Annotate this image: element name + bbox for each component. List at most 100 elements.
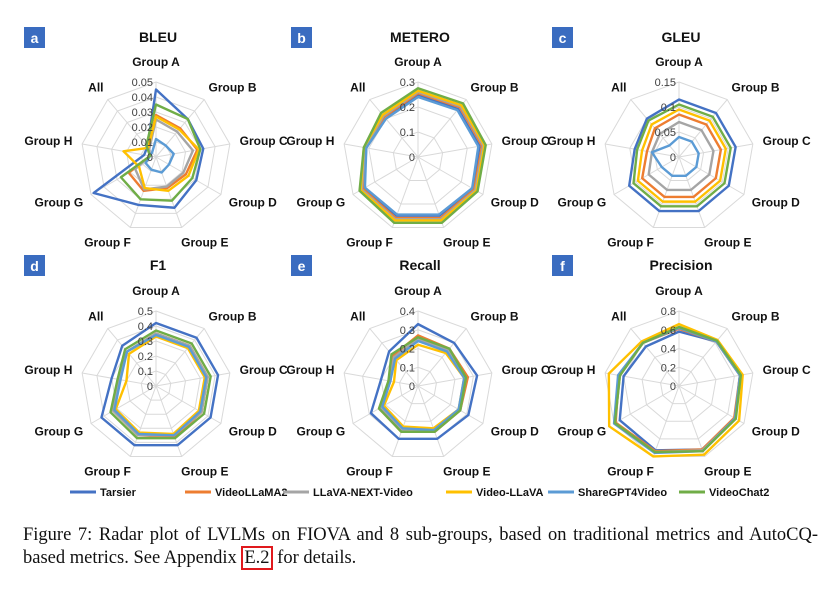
radar-chart-bleu: a BLEU 0 0.01 0.02 0.03 0.04 0.05 Group A Group B… <box>24 27 288 250</box>
axis-label: Group B <box>470 80 518 94</box>
chart-legend: Tarsier VideoLLaMA2 LLaVA-NEXT-Video Video-… <box>70 487 769 499</box>
axis-label: Group F <box>607 465 654 479</box>
tick-label: 0.3 <box>400 325 415 337</box>
series-videochat2 <box>358 87 487 224</box>
tick-label: 0 <box>670 152 676 164</box>
axis-label: Group C <box>240 134 288 148</box>
axis-label: Group E <box>443 236 490 250</box>
chart-title: METERO <box>390 29 450 45</box>
axis-label: Group G <box>558 425 607 439</box>
axis-label: Group H <box>547 363 595 377</box>
axis-label: All <box>350 309 365 323</box>
axis-label: Group C <box>763 363 811 377</box>
legend-item: LLaVA-NEXT-Video <box>283 487 413 499</box>
grid-spoke <box>678 385 706 457</box>
series-tarsier <box>628 98 737 213</box>
tick-label: 0.01 <box>132 137 153 149</box>
grid-spoke <box>678 156 745 195</box>
axis-label: All <box>88 80 103 94</box>
grid-spoke <box>417 328 467 387</box>
series-videochat2 <box>109 329 212 440</box>
axis-label: Group G <box>297 425 346 439</box>
legend-item: Tarsier <box>70 487 137 499</box>
grid-ring <box>604 81 754 228</box>
grid-spoke <box>678 143 753 158</box>
grid-spoke <box>613 385 680 424</box>
grid-ring <box>623 329 735 440</box>
legend-item: VideoLLaMA2 <box>185 487 288 499</box>
tick-label: 0.02 <box>132 122 153 134</box>
axis-label: Group H <box>547 134 595 148</box>
panel-letter: e <box>298 258 306 274</box>
panel-badge <box>24 255 45 276</box>
tick-label: 0.2 <box>661 362 676 374</box>
series-videochat2 <box>377 336 468 434</box>
series-video-llava <box>122 115 201 193</box>
panel-badge <box>552 27 573 48</box>
axis-label: Group G <box>35 196 84 210</box>
tick-label: 0 <box>409 381 415 393</box>
tick-label: 0 <box>670 381 676 393</box>
panel-badge <box>291 255 312 276</box>
grid-ring <box>140 370 172 401</box>
tick-label: 0.4 <box>400 306 415 318</box>
axis-label: Group E <box>181 236 228 250</box>
chart-title: Recall <box>399 257 440 273</box>
tick-label: 0.6 <box>661 325 676 337</box>
radar-charts-grid: a BLEU 0 0.01 0.02 0.03 0.04 0.05 Group A Group B… <box>24 27 811 479</box>
axis-label: All <box>611 80 626 94</box>
axis-label: Group D <box>752 425 800 439</box>
radar-chart-f1: d F1 0 0.1 0.2 0.3 0.4 0.5 Group A Group B Group C… <box>24 255 288 479</box>
grid-spoke <box>678 156 706 228</box>
panel-badge <box>552 255 573 276</box>
tick-label: 0.1 <box>138 366 153 378</box>
tick-label: 0.1 <box>400 127 415 139</box>
panel-letter: b <box>297 30 306 46</box>
legend-item: ShareGPT4Video <box>548 487 667 499</box>
grid-spoke <box>344 143 419 158</box>
grid-ring <box>629 106 729 205</box>
grid-ring <box>81 81 231 228</box>
axis-label: Group H <box>286 363 334 377</box>
tick-label: 0.1 <box>400 362 415 374</box>
grid-spoke <box>678 328 728 387</box>
axis-label: Group E <box>443 465 490 479</box>
grid-ring <box>653 131 705 181</box>
axis-label: Group C <box>240 363 288 377</box>
axis-label: All <box>88 309 103 323</box>
grid-spoke <box>678 99 728 158</box>
tick-label: 0.04 <box>132 92 153 104</box>
tick-label: 0 <box>147 381 153 393</box>
series-sharegpt4video <box>650 135 700 177</box>
tick-label: 0.2 <box>400 344 415 356</box>
tick-label: 0.1 <box>661 102 676 114</box>
series-sharegpt4video <box>113 333 208 437</box>
grid-spoke <box>417 385 445 457</box>
series-videochat2 <box>632 103 732 208</box>
caption-text: Figure 7: Radar plot of LVLMs on FIOVA a… <box>23 525 818 568</box>
appendix-link[interactable]: E.2 <box>241 546 273 570</box>
tick-label: 0 <box>409 152 415 164</box>
panel-badge <box>291 27 312 48</box>
series-sharegpt4video <box>144 137 175 174</box>
series-tarsier <box>100 321 220 447</box>
grid-ring <box>641 347 717 422</box>
grid-spoke <box>369 99 419 158</box>
series-llava-next-video <box>647 120 715 192</box>
chart-title: GLEU <box>662 29 701 45</box>
legend-label: Video-LLaVA <box>476 487 543 499</box>
legend-label: VideoLLaMA2 <box>215 487 288 499</box>
grid-spoke <box>107 328 157 387</box>
radar-chart-gleu: c GLEU 0 0.05 0.1 0.15 Group A Group B Group C Gr… <box>547 27 811 250</box>
grid-spoke <box>155 156 183 228</box>
axis-label: Group A <box>394 55 442 69</box>
panel-letter: d <box>30 258 39 274</box>
tick-label: 0.8 <box>661 306 676 318</box>
axis-label: Group A <box>394 284 442 298</box>
grid-spoke <box>417 372 492 387</box>
axis-label: Group H <box>24 363 72 377</box>
legend-item: VideoChat2 <box>679 487 769 499</box>
grid-spoke <box>652 385 680 457</box>
series-video-llava <box>607 322 744 458</box>
series-tarsier <box>369 322 479 441</box>
